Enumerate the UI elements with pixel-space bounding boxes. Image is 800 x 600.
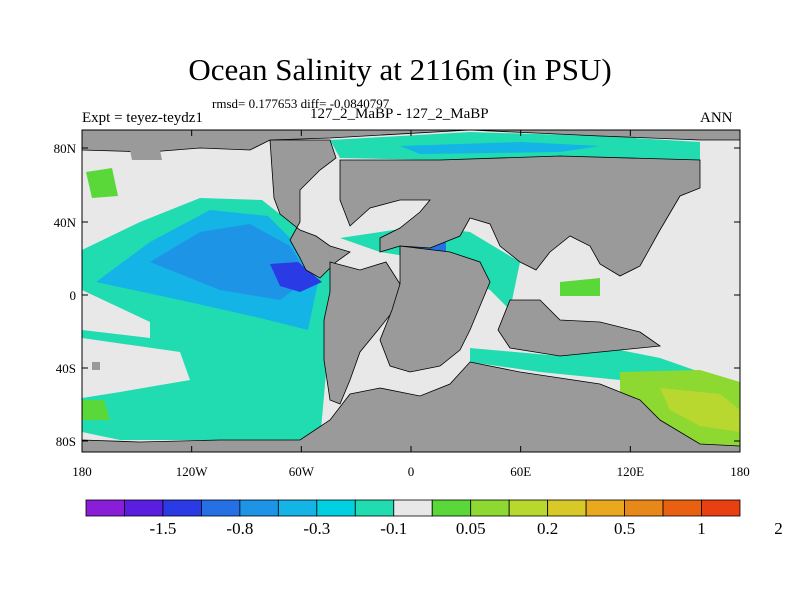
colorbar-swatch (585, 499, 625, 517)
colorbar-label: 0.05 (456, 519, 486, 538)
colorbar-swatch (239, 499, 279, 517)
x-tick-label: 60E (510, 464, 531, 479)
colorbar-label: -0.8 (226, 519, 253, 538)
west-positive-anomaly (82, 400, 110, 420)
colorbar-swatch (162, 499, 202, 517)
pacific-near-zero-west (82, 290, 150, 338)
x-tick-label: 180 (72, 464, 92, 479)
land-australia-antarctica (82, 361, 740, 452)
east-positive-anomaly (560, 278, 600, 296)
colorbar-swatch (85, 499, 125, 517)
colorbar-swatch (201, 499, 241, 517)
southeast-positive-anomaly-core (660, 388, 740, 432)
colorbar-swatch (354, 499, 395, 517)
colorbar-swatch (277, 499, 318, 517)
y-tick-label: 80N (54, 141, 77, 156)
colorbar-label: 2 (774, 519, 783, 538)
land-africa-eurasia (339, 155, 701, 277)
colorbar-swatch (316, 499, 356, 517)
colorbar-label: -0.3 (303, 519, 330, 538)
colorbar-swatch (393, 499, 433, 517)
pacific-salinity-core (270, 262, 322, 292)
land-africa-south (379, 245, 491, 373)
y-axis-ticks: 80N 40N 0 40S 80S (54, 141, 740, 449)
season-label: ANN (700, 110, 733, 126)
map-plot-area (82, 130, 740, 452)
colorbar-swatch (547, 499, 587, 517)
x-tick-label: 60W (289, 464, 315, 479)
colorbar: -1.5 -0.8 -0.3 -0.1 0.05 0.2 0.5 1 2 (85, 499, 783, 538)
colorbar-swatch (624, 499, 664, 517)
colorbar-swatch (508, 499, 549, 517)
x-tick-label: 180 (730, 464, 750, 479)
arctic-salinity-band-inner (400, 142, 600, 154)
experiment-label: Expt = teyez-teydz1 (82, 110, 203, 126)
case-label: 127_2_MaBP - 127_2_MaBP (310, 106, 489, 122)
y-tick-label: 40N (54, 215, 77, 230)
colorbar-label: 1 (697, 519, 706, 538)
northwest-positive-anomaly (86, 168, 118, 198)
colorbar-swatch (701, 499, 741, 517)
land-southeast-asia (497, 299, 662, 357)
y-tick-label: 0 (70, 288, 77, 303)
land-south-america (323, 261, 401, 405)
land-west-pacific-islands (130, 150, 162, 160)
pacific-salinity-band-inner (150, 224, 310, 300)
colorbar-swatch (470, 499, 510, 517)
stats-line: rmsd= 0.177653 diff= -0.0840797 (212, 96, 390, 111)
x-axis-ticks: 180 120W 60W 0 60E 120E 180 (72, 130, 750, 479)
x-tick-label: 0 (408, 464, 415, 479)
colorbar-label: -1.5 (149, 519, 176, 538)
colorbar-label: -0.1 (380, 519, 407, 538)
x-tick-label: 120E (617, 464, 645, 479)
land-north-america (269, 139, 351, 279)
land-small-island (92, 362, 100, 370)
y-tick-label: 40S (56, 361, 76, 376)
colorbar-label: 0.2 (537, 519, 558, 538)
y-tick-label: 80S (56, 434, 76, 449)
colorbar-swatch (124, 499, 164, 517)
colorbar-swatch (662, 499, 702, 517)
colorbar-swatch (431, 499, 472, 517)
pacific-near-zero-south (82, 338, 190, 398)
x-tick-label: 120W (176, 464, 209, 479)
map-title: Ocean Salinity at 2116m (in PSU) (188, 52, 612, 87)
colorbar-label: 0.5 (614, 519, 635, 538)
